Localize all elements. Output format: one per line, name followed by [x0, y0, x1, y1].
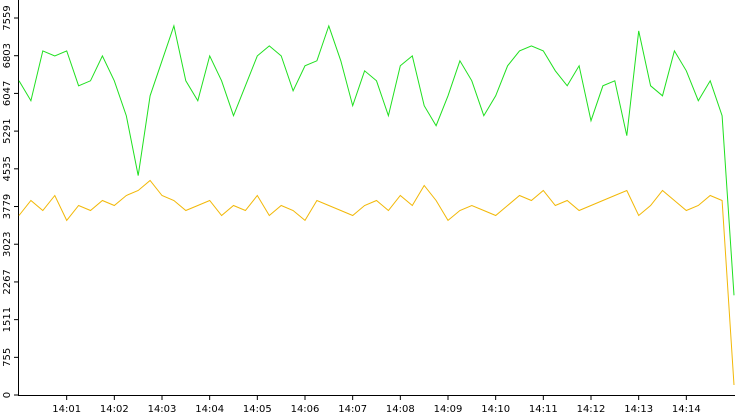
y-tick-label: 1511 — [2, 307, 13, 332]
x-tick-label: 14:07 — [338, 404, 367, 415]
y-tick-label: 6803 — [2, 43, 13, 68]
x-tick-label: 14:14 — [672, 404, 701, 415]
y-tick-label: 0 — [2, 392, 13, 398]
x-tick-label: 14:02 — [100, 404, 129, 415]
y-tick-label: 3779 — [2, 194, 13, 219]
y-tick-label: 755 — [2, 348, 13, 367]
series-line — [18, 24, 735, 296]
y-tick-label: 2267 — [2, 269, 13, 294]
x-tick-label: 14:06 — [291, 404, 320, 415]
y-tick-label: 6047 — [2, 81, 13, 106]
x-tick-label: 14:08 — [386, 404, 415, 415]
x-tick-label: 14:03 — [148, 404, 177, 415]
x-tick-label: 14:09 — [434, 404, 463, 415]
series-line — [18, 179, 735, 386]
y-tick-label: 7559 — [2, 5, 13, 30]
y-tick-label: 5291 — [2, 118, 13, 143]
x-tick-label: 14:01 — [52, 404, 81, 415]
x-tick-label: 14:04 — [195, 404, 224, 415]
x-tick-label: 14:10 — [481, 404, 510, 415]
x-tick-label: 14:05 — [243, 404, 272, 415]
x-tick-label: 14:11 — [529, 404, 558, 415]
x-tick-label: 14:12 — [577, 404, 606, 415]
y-tick-label: 4535 — [2, 156, 13, 181]
x-tick-label: 14:13 — [624, 404, 653, 415]
y-tick-label: 3023 — [2, 232, 13, 257]
